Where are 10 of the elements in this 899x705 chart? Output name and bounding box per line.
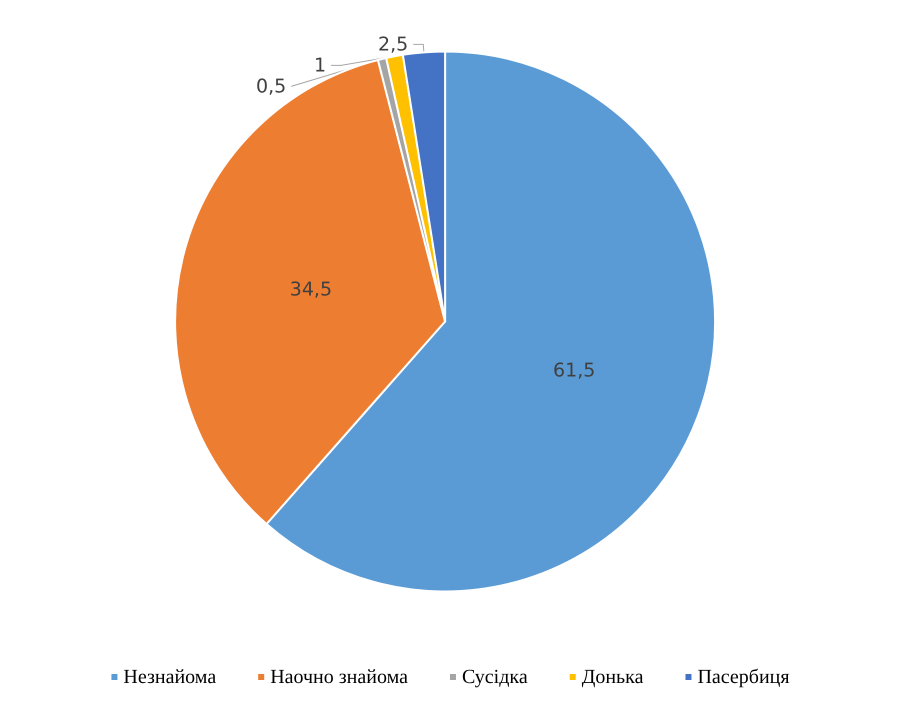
data-label: 34,5 bbox=[290, 278, 332, 300]
legend-label: Наочно знайома bbox=[270, 666, 408, 688]
legend-label: Сусідка bbox=[462, 666, 528, 688]
data-label: 2,5 bbox=[378, 33, 408, 56]
data-label: 1 bbox=[314, 54, 326, 76]
legend-label: Пасербиця bbox=[697, 666, 790, 688]
legend-label: Донька bbox=[582, 666, 644, 688]
legend-label: Незнайома bbox=[123, 666, 216, 688]
data-label: 0,5 bbox=[256, 75, 286, 98]
data-label: 61,5 bbox=[553, 359, 596, 382]
